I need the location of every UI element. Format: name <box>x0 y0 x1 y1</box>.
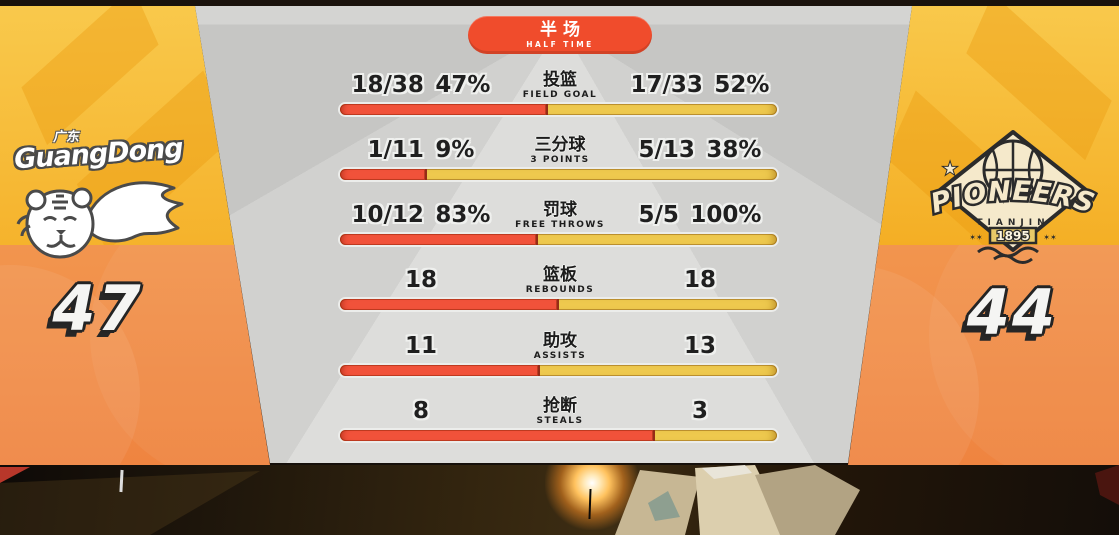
home-bar-fill <box>340 430 655 441</box>
home-team-score: 47 <box>52 272 143 345</box>
stat-label-en: REBOUNDS <box>525 285 595 295</box>
home-stat-value: 18/38 47% <box>351 72 491 98</box>
away-stat-value: 18 <box>683 267 716 293</box>
away-stat-value: 3 <box>691 398 708 424</box>
home-stat-value: 1/11 9% <box>367 137 475 163</box>
period-label-en: HALF TIME <box>526 40 594 49</box>
away-stat-value: 17/33 52% <box>630 72 770 98</box>
away-team-city: TIANJIN <box>976 218 1049 228</box>
away-team-logo: PIONEERS TIANJIN 1895 ✶✶ ✶✶ ★ <box>925 128 1100 268</box>
period-label-zh: 半场 <box>540 20 586 40</box>
stat-bar <box>340 169 777 180</box>
stat-row-steals: 8 抢断 STEALS 3 <box>195 396 912 456</box>
home-stat-value: 8 <box>412 398 429 424</box>
video-background <box>0 465 1119 535</box>
stat-label: 抢断 STEALS <box>460 396 660 427</box>
home-bar-fill <box>340 299 559 310</box>
tiger-mascot-icon <box>16 181 184 259</box>
home-bar-fill <box>340 169 428 180</box>
home-stat-value: 18 <box>404 267 437 293</box>
home-panel-orange-zone <box>0 245 270 465</box>
stat-row-field-goal: 18/38 47% 投篮 FIELD GOAL 17/33 52% <box>195 70 912 130</box>
home-stat-value: 11 <box>404 333 437 359</box>
home-bar-fill <box>340 365 541 376</box>
stat-bar <box>340 104 777 115</box>
top-letterbox-strip <box>0 0 1119 6</box>
away-stat-value: 13 <box>683 333 716 359</box>
stat-label: 助攻 ASSISTS <box>460 331 660 362</box>
home-stat-value: 10/12 83% <box>351 202 491 228</box>
stat-label: 投篮 FIELD GOAL <box>460 70 660 101</box>
stat-label-zh: 投篮 <box>543 70 577 90</box>
home-bar-fill <box>340 234 539 245</box>
stat-label-en: ASSISTS <box>533 351 587 361</box>
stat-label-en: FIELD GOAL <box>522 90 598 100</box>
stat-bar <box>340 234 777 245</box>
stat-label-en: FREE THROWS <box>515 220 605 230</box>
star-icon: ★ <box>943 159 957 178</box>
home-bar-fill <box>340 104 548 115</box>
star-decor-icon: ✶✶ <box>969 233 982 242</box>
period-badge: 半场 HALF TIME <box>468 16 652 54</box>
stats-panel: 半场 HALF TIME 18/38 47% 投篮 FIELD GOAL 17/… <box>195 6 912 463</box>
stat-label-zh: 三分球 <box>534 135 586 155</box>
stat-row-assists: 11 助攻 ASSISTS 13 <box>195 331 912 391</box>
stat-label-zh: 助攻 <box>543 331 577 351</box>
stat-label-zh: 罚球 <box>543 200 577 220</box>
away-stat-value: 5/13 38% <box>638 137 762 163</box>
away-team-score: 44 <box>966 276 1058 349</box>
stat-bar <box>340 365 777 376</box>
away-team-founded: 1895 <box>996 229 1029 243</box>
stat-bar <box>340 430 777 441</box>
stat-row-3-points: 1/11 9% 三分球 3 POINTS 5/13 38% <box>195 135 912 195</box>
star-decor-icon: ✶✶ <box>1043 233 1056 242</box>
stat-row-free-throws: 10/12 83% 罚球 FREE THROWS 5/5 100% <box>195 200 912 260</box>
stat-label: 罚球 FREE THROWS <box>460 200 660 231</box>
stat-label: 篮板 REBOUNDS <box>460 265 660 296</box>
stat-label: 三分球 3 POINTS <box>460 135 660 166</box>
stat-row-rebounds: 18 篮板 REBOUNDS 18 <box>195 265 912 325</box>
stat-bar <box>340 299 777 310</box>
away-stat-value: 5/5 100% <box>638 202 762 228</box>
home-team-name: GuangDong <box>13 132 184 176</box>
stat-label-en: 3 POINTS <box>530 155 590 165</box>
home-team-logo: 广东 GuangDong <box>12 126 197 276</box>
stat-label-en: STEALS <box>536 416 584 426</box>
decor-bolt <box>21 6 159 146</box>
decor-arc <box>929 245 1119 465</box>
stat-label-zh: 抢断 <box>543 396 577 416</box>
home-team-panel: 广东 GuangDong 47 <box>0 6 270 465</box>
stat-label-zh: 篮板 <box>543 265 577 285</box>
pioneers-crest-icon: PIONEERS TIANJIN 1895 ✶✶ ✶✶ ★ <box>925 130 1100 264</box>
